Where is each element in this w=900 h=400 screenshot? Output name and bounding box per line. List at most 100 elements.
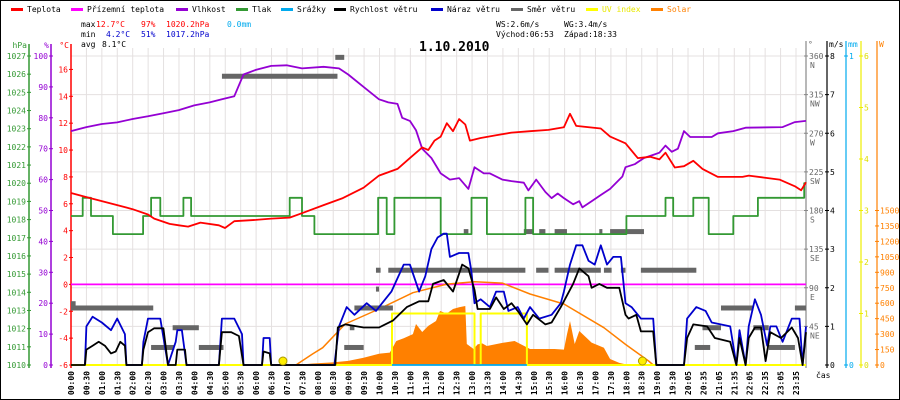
pressure-tick-label: 1011: [7, 343, 26, 352]
compass-label: SW: [810, 177, 820, 186]
direction-tick-label: 315: [809, 91, 824, 100]
wind-direction-mark: [523, 229, 534, 235]
compass-label: NE: [810, 331, 820, 340]
x-tick-label: 22:35: [761, 371, 770, 395]
wind-direction-mark: [198, 344, 224, 350]
x-tick-label: 23:35: [792, 371, 801, 395]
pressure-tick-label: 1026: [7, 70, 26, 79]
wind-direction-mark: [768, 344, 795, 350]
legend-label: Přízemní teplota: [87, 5, 165, 14]
wind-direction-mark: [463, 229, 469, 235]
uv-tick-label: 4: [864, 155, 869, 164]
pressure-tick-label: 1014: [7, 288, 26, 297]
x-tick-label: 14:00: [499, 371, 508, 395]
solar-tick-label: 450: [880, 315, 895, 324]
wind-direction-mark: [599, 229, 603, 235]
x-tick-label: 00:00: [67, 371, 76, 395]
solar-axis-unit: W: [879, 40, 884, 49]
rain-axis-unit: mm: [848, 40, 858, 49]
uv-tick-label: 3: [864, 207, 869, 216]
legend-swatch: [586, 8, 598, 11]
humidity-tick-label: 90: [38, 83, 48, 92]
x-tick-label: 13:00: [468, 371, 477, 395]
legend-item-uv-index: UV index: [586, 5, 641, 14]
legend-item-solar: Solar: [651, 5, 691, 14]
pressure-tick-label: 1023: [7, 125, 26, 134]
uv-tick-label: 0: [864, 361, 869, 370]
wind-tick-label: 3: [830, 245, 835, 254]
wind-direction-mark: [388, 267, 526, 273]
x-tick-label: 07:30: [298, 371, 307, 395]
legend-item-prizemni-teplota: Přízemní teplota: [71, 5, 164, 14]
wind-axis-unit: m/s: [829, 40, 844, 49]
uv-tick-label: 5: [864, 104, 869, 113]
humidity-tick-label: 70: [38, 145, 48, 154]
wind-direction-mark: [349, 325, 355, 331]
x-tick-label: 04:30: [206, 371, 215, 395]
stat-sunset: Západ:18:33: [564, 30, 617, 39]
wind-tick-label: 4: [830, 207, 835, 216]
stat-min-temp: 4.2°C: [106, 30, 131, 39]
legend-swatch: [11, 8, 23, 11]
humidity-tick-label: 0: [43, 361, 48, 370]
x-tick-label: 21:05: [715, 371, 724, 395]
stat-avg-temp: 8.1°C: [102, 40, 127, 49]
x-tick-label: 17:00: [591, 371, 600, 395]
uv-tick-label: 1: [864, 310, 869, 319]
stat-min-pressure: 1017.2hPa: [166, 30, 210, 39]
compass-label: NW: [810, 100, 820, 109]
solar-tick-label: 750: [880, 284, 895, 293]
legend-item-srazky: Srážky: [281, 5, 326, 14]
sunrise-marker: [278, 356, 288, 366]
temperature-tick-label: -4: [58, 334, 68, 343]
solar-tick-label: 900: [880, 268, 895, 277]
wind-tick-label: 7: [830, 91, 835, 100]
legend-item-tlak: Tlak: [236, 5, 271, 14]
pressure-tick-label: 1015: [7, 270, 26, 279]
stat-min-label: min: [81, 30, 96, 39]
temperature-tick-label: 4: [63, 227, 68, 236]
wind-direction-mark: [539, 229, 546, 235]
x-tick-label: 21:35: [730, 371, 739, 395]
x-tick-label: 06:30: [268, 371, 277, 395]
x-tick-label: 05:30: [237, 371, 246, 395]
wind-direction-mark: [702, 325, 721, 331]
wind-direction-mark: [640, 267, 697, 273]
x-tick-label: 10:30: [391, 371, 400, 395]
stat-min-humidity: 51%: [141, 30, 156, 39]
direction-tick-label: 360: [809, 52, 824, 61]
x-tick-label: 11:00: [406, 371, 415, 395]
legend-swatch: [651, 8, 663, 11]
series-solar-area: [295, 306, 629, 365]
pressure-tick-label: 1012: [7, 325, 26, 334]
x-tick-label: 02:30: [144, 371, 153, 395]
legend-swatch: [431, 8, 443, 11]
legend-swatch: [236, 8, 248, 11]
series-vlhkost-line: [70, 64, 807, 209]
wind-direction-mark: [375, 267, 381, 273]
x-tick-label: 03:30: [175, 371, 184, 395]
x-tick-label: 04:00: [190, 371, 199, 395]
wind-direction-mark: [71, 301, 76, 307]
uv-tick-label: 2: [864, 258, 869, 267]
temperature-tick-label: 6: [63, 200, 68, 209]
legend-item-naraz-vetru: Náraz větru: [431, 5, 500, 14]
legend-item-vlhkost: Vlhkost: [176, 5, 226, 14]
wind-direction-mark: [603, 267, 612, 273]
solar-tick-label: 0: [880, 361, 885, 370]
direction-tick-label: 225: [809, 168, 824, 177]
direction-tick-label: 180: [809, 207, 824, 216]
legend-label: Náraz větru: [447, 5, 500, 14]
solar-tick-label: 300: [880, 330, 895, 339]
wind-direction-mark: [335, 54, 345, 60]
legend-swatch: [281, 8, 293, 11]
direction-axis-unit: °: [808, 40, 813, 49]
stat-max-rain: 0.0mm: [227, 20, 252, 29]
pressure-tick-label: 1027: [7, 52, 26, 61]
pressure-tick-label: 1018: [7, 216, 26, 225]
wind-direction-mark: [221, 73, 338, 79]
humidity-tick-label: 30: [38, 268, 48, 277]
wind-direction-mark: [620, 267, 626, 273]
wind-direction-mark: [554, 229, 567, 235]
